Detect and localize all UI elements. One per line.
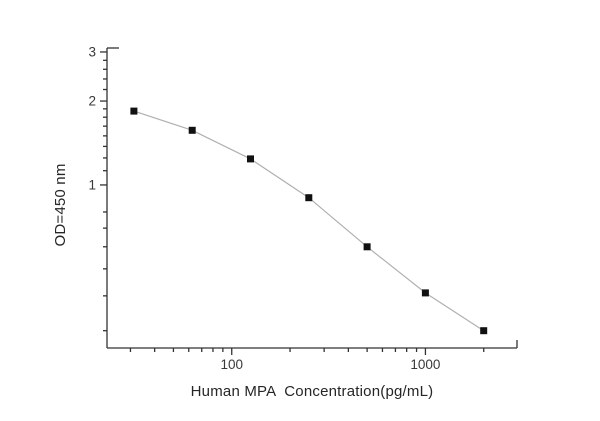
data-point-marker <box>480 327 488 335</box>
x-axis-tick-label: 1000 <box>410 357 440 372</box>
data-point-marker <box>421 289 429 297</box>
x-axis-tick-label: 100 <box>220 357 243 372</box>
data-point-marker <box>130 107 138 115</box>
standard-curve-line <box>133 110 485 332</box>
y-axis-tick-label: 3 <box>88 44 96 59</box>
y-axis-title: OD=450 nm <box>52 163 69 247</box>
data-point-marker <box>363 243 371 251</box>
x-axis-title: Human MPA Concentration(pg/mL) <box>190 383 434 400</box>
y-axis-tick-label: 2 <box>88 94 96 109</box>
data-point-marker <box>188 126 196 134</box>
data-point-marker <box>247 155 254 163</box>
data-point-marker <box>305 194 313 202</box>
y-axis-tick-label: 1 <box>88 177 96 192</box>
